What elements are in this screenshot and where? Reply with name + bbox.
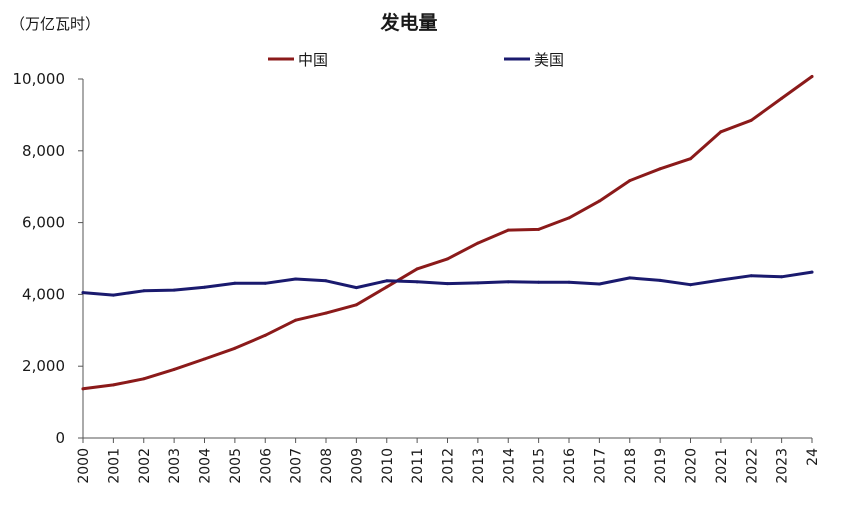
data-point — [294, 277, 298, 281]
data-point — [385, 279, 389, 283]
x-tick-label: 2020 — [684, 448, 700, 484]
legend-item-usa: 美国 — [504, 51, 564, 69]
data-point — [506, 228, 510, 232]
x-tick-label: 24 — [805, 448, 821, 466]
data-point — [719, 130, 723, 134]
data-point — [111, 383, 115, 387]
x-tick-label: 2012 — [441, 448, 457, 484]
legend-item-china: 中国 — [268, 51, 328, 69]
x-tick-label: 2016 — [562, 448, 578, 484]
y-tick-label: 2,000 — [22, 357, 65, 375]
data-point — [476, 281, 480, 285]
x-tick-label: 2001 — [106, 448, 122, 484]
data-point — [354, 303, 358, 307]
data-point — [689, 157, 692, 161]
data-point — [628, 276, 632, 280]
data-point — [567, 280, 571, 284]
data-point — [172, 288, 176, 292]
x-tick-label: 2013 — [471, 448, 487, 484]
data-point — [233, 346, 237, 350]
x-tick-label: 2008 — [319, 448, 335, 484]
x-tick-label: 2007 — [289, 448, 305, 484]
y-tick-label: 6,000 — [22, 214, 65, 232]
y-tick-label: 8,000 — [22, 142, 65, 160]
x-tick-label: 2010 — [380, 448, 396, 484]
data-point — [780, 96, 784, 100]
x-tick-label: 2004 — [198, 448, 214, 484]
chart-title: 发电量 — [379, 11, 437, 34]
data-point — [263, 333, 267, 337]
data-point — [203, 285, 206, 289]
data-point — [111, 293, 115, 297]
data-point — [628, 179, 632, 183]
x-tick-label: 2006 — [258, 448, 274, 484]
x-tick-label: 2018 — [623, 448, 639, 484]
data-point — [749, 274, 753, 278]
series-usa — [81, 270, 814, 297]
data-point — [263, 281, 267, 285]
data-point — [719, 278, 723, 282]
data-point — [415, 280, 419, 284]
data-point — [506, 280, 510, 284]
data-point — [324, 311, 328, 315]
data-point — [658, 278, 662, 282]
x-tick-label: 2014 — [501, 448, 517, 484]
data-point — [354, 286, 358, 290]
x-tick-label: 2023 — [775, 448, 791, 484]
data-point — [81, 291, 85, 295]
x-tick-label: 2021 — [714, 448, 730, 484]
data-point — [780, 275, 784, 279]
data-point — [324, 279, 328, 283]
data-point — [597, 282, 601, 286]
series-layer — [81, 74, 814, 391]
y-axis-ticks: 0 2,000 4,000 6,000 8,000 10,000 — [13, 70, 83, 447]
y-tick-label: 0 — [55, 429, 65, 447]
data-point — [203, 357, 206, 361]
data-point — [446, 257, 449, 261]
data-point — [142, 377, 146, 381]
data-point — [233, 281, 237, 285]
x-tick-label: 2015 — [532, 448, 548, 484]
legend-label-usa: 美国 — [534, 51, 564, 69]
x-tick-label: 2011 — [410, 448, 426, 484]
series-china — [81, 74, 814, 391]
data-point — [294, 318, 298, 322]
data-point — [415, 267, 419, 271]
y-unit-label: （万亿瓦时） — [10, 15, 100, 33]
data-point — [537, 280, 541, 284]
x-tick-label: 2009 — [349, 448, 365, 484]
data-point — [446, 282, 449, 286]
data-point — [567, 216, 571, 220]
data-point — [142, 289, 146, 293]
data-point — [172, 367, 176, 371]
data-point — [597, 199, 601, 203]
x-tick-label: 2022 — [744, 448, 760, 484]
x-tick-label: 2017 — [592, 448, 608, 484]
data-point — [749, 118, 753, 122]
series-line — [81, 75, 814, 391]
x-tick-label: 2005 — [228, 448, 244, 484]
x-tick-label: 2019 — [653, 448, 669, 484]
x-tick-label: 2002 — [137, 448, 153, 484]
data-point — [537, 227, 541, 231]
x-tick-label: 2003 — [167, 448, 183, 484]
legend-label-china: 中国 — [298, 51, 328, 69]
legend: 中国 美国 — [268, 51, 564, 69]
data-point — [810, 270, 814, 274]
x-tick-label: 2000 — [76, 448, 92, 484]
data-point — [476, 241, 480, 245]
data-point — [658, 167, 662, 171]
y-tick-label: 10,000 — [13, 70, 66, 88]
data-point — [385, 285, 389, 289]
y-tick-label: 4,000 — [22, 285, 65, 303]
data-point — [810, 74, 814, 78]
data-point — [81, 387, 85, 391]
x-axis-ticks: 2000 2001 2002 2003 2004 2005 2006 2007 2008 2009… — [76, 438, 821, 484]
data-point — [689, 283, 692, 287]
